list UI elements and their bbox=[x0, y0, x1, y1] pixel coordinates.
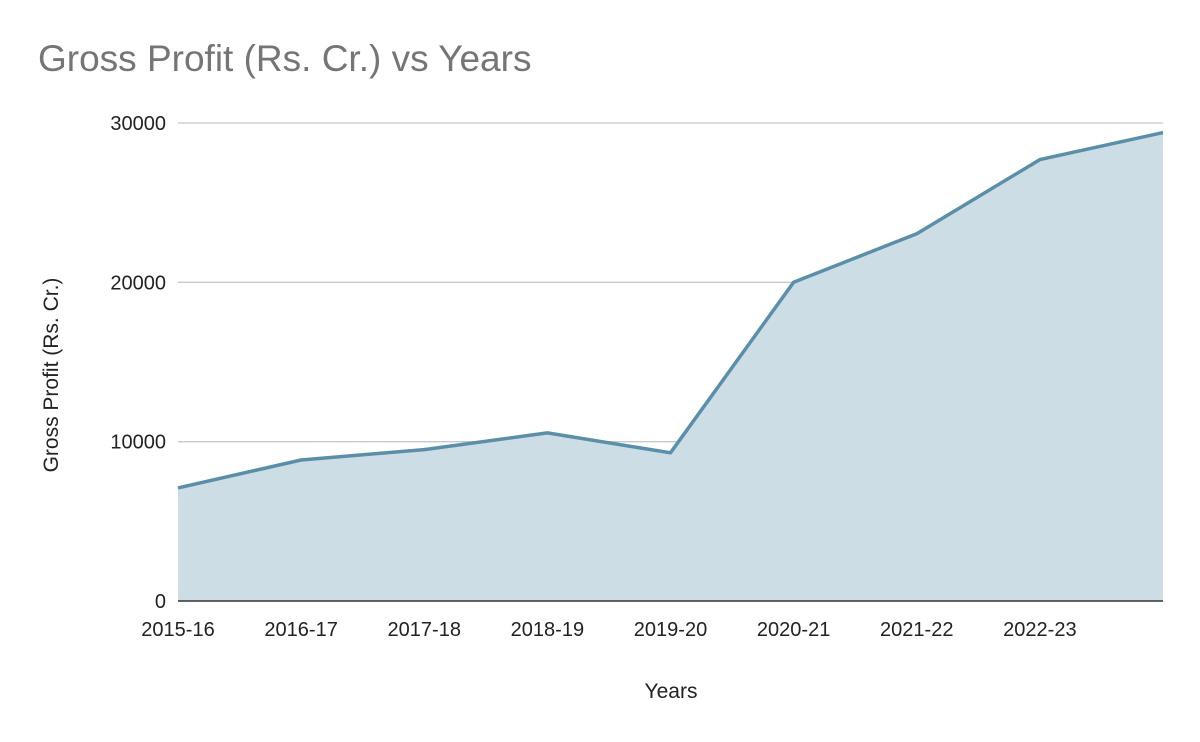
y-tick-label: 30000 bbox=[110, 113, 166, 135]
area-fill bbox=[178, 132, 1163, 601]
x-tick-label: 2019-20 bbox=[634, 619, 707, 641]
x-tick-label: 2022-23 bbox=[1003, 619, 1076, 641]
x-tick-label: 2018-19 bbox=[511, 619, 584, 641]
y-tick-label: 0 bbox=[155, 591, 166, 613]
y-tick-labels: 0 10000 20000 30000 bbox=[110, 113, 166, 613]
x-tick-label: 2017-18 bbox=[388, 619, 461, 641]
x-axis-title: Years bbox=[645, 680, 698, 703]
chart-title: Gross Profit (Rs. Cr.) vs Years bbox=[38, 38, 532, 79]
y-tick-label: 20000 bbox=[110, 272, 166, 294]
x-tick-label: 2020-21 bbox=[757, 619, 830, 641]
x-tick-label: 2016-17 bbox=[264, 619, 337, 641]
y-axis-title: Gross Profit (Rs. Cr.) bbox=[40, 278, 63, 473]
series-line bbox=[177, 130, 1164, 490]
x-tick-label: 2021-22 bbox=[880, 619, 953, 641]
y-tick-label: 10000 bbox=[110, 432, 166, 454]
x-tick-label: 2015-16 bbox=[141, 619, 214, 641]
x-tick-labels: 2015-16 2016-17 2017-18 2018-19 2019-20 2020-… bbox=[141, 619, 1076, 641]
